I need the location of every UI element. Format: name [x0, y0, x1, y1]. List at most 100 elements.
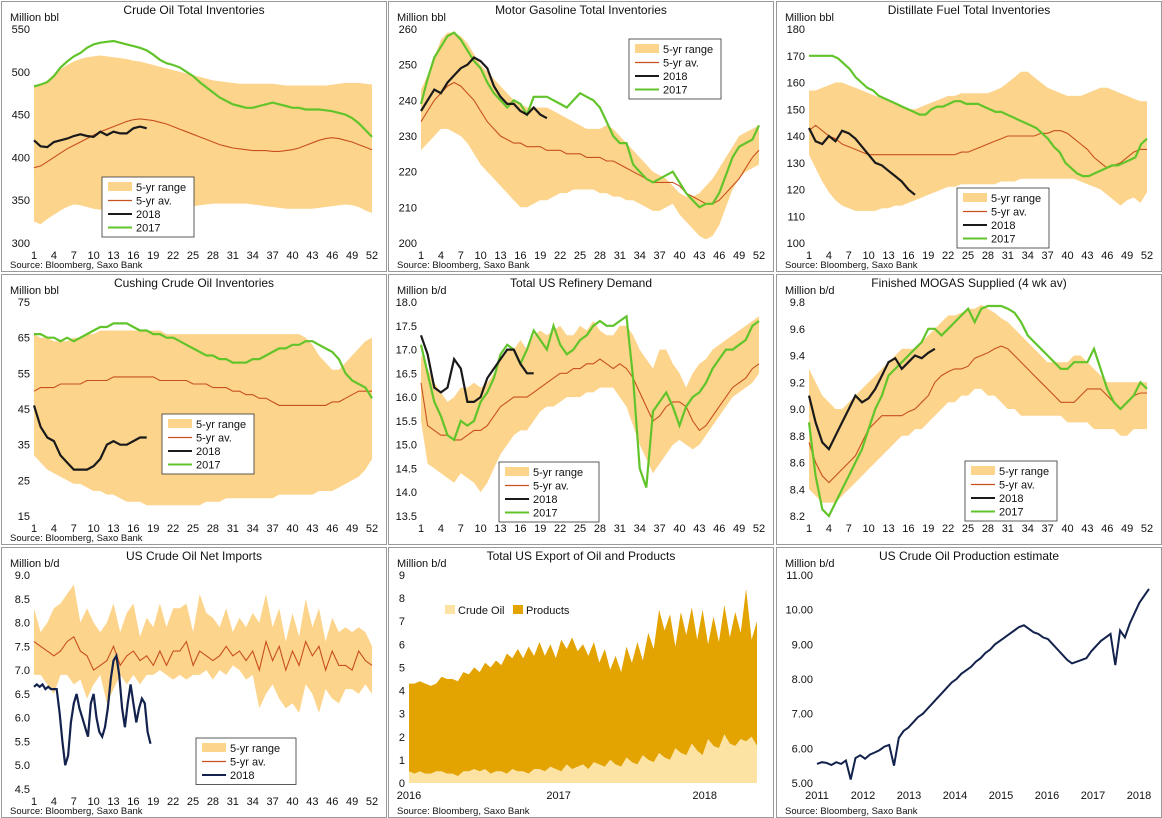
avg-line	[420, 358, 760, 441]
x-tick-label: 52	[753, 250, 765, 262]
source-note: Source: Bloomberg, Saxo Bank	[785, 260, 918, 271]
legend-swatch	[635, 44, 659, 53]
x-tick-label: 52	[1141, 523, 1153, 535]
chart-svg: 13.5 14.0 14.5 15.0 15.5 16.0 16.5 17.0 17.5 18.0…	[396, 297, 766, 535]
y-tick-label: 2	[399, 732, 405, 744]
source-note: Source: Bloomberg, Saxo Bank	[397, 260, 530, 271]
x-tick-label: 16	[127, 796, 139, 808]
x-tick-label: 25	[574, 250, 586, 262]
source-note: Source: Bloomberg, Saxo Bank	[10, 260, 143, 271]
y-unit-label: Million bbl	[10, 12, 59, 24]
production-line	[816, 588, 1150, 780]
x-tick-label: 2017	[1081, 790, 1105, 802]
y-tick-label: 150	[787, 104, 805, 116]
x-tick-label: 4	[438, 523, 444, 535]
series-2017-line	[809, 54, 1148, 178]
chart-panel: 13.5 14.0 14.5 15.0 15.5 16.0 16.5 17.0 17.5 18.0…	[388, 274, 774, 545]
chart-title: Total US Export of Oil and Products	[486, 549, 676, 563]
x-tick-label: 2018	[693, 790, 717, 802]
y-tick-label: 550	[12, 24, 30, 36]
y-tick-label: 9.4	[790, 351, 805, 363]
y-tick-label: 500	[12, 67, 30, 79]
y-tick-label: 180	[787, 24, 805, 36]
series-2018-line	[33, 125, 147, 149]
x-tick-label: 1	[31, 523, 37, 535]
y-tick-label: 45	[18, 404, 30, 416]
x-tick-label: 13	[494, 250, 506, 262]
legend-swatch	[445, 605, 455, 614]
legend-label: 5-yr range	[663, 44, 713, 56]
x-tick-label: 22	[167, 250, 179, 262]
x-tick-label: 25	[574, 523, 586, 535]
x-tick-label: 49	[1121, 523, 1133, 535]
x-tick-label: 1	[418, 523, 424, 535]
chart-svg: 15 25 35 45 55 65 75 1 4 7 10 13 16 19 22 25 28 31 34 37 40 4…	[18, 297, 378, 535]
x-tick-label: 40	[286, 250, 298, 262]
y-tick-label: 9.8	[790, 297, 805, 309]
y-tick-label: 10.00	[785, 605, 813, 617]
y-tick-label: 0	[399, 778, 405, 790]
legend-label: 5-yr av.	[999, 480, 1035, 492]
y-tick-label: 6.5	[15, 689, 30, 701]
legend-label: 5-yr av.	[991, 207, 1027, 219]
x-tick-label: 13	[882, 523, 894, 535]
y-tick-label: 200	[399, 238, 417, 250]
x-tick-label: 37	[1041, 250, 1053, 262]
chart-title: Finished MOGAS Supplied (4 wk av)	[871, 276, 1067, 290]
legend-label: 5-yr range	[533, 467, 583, 479]
legend-swatch	[971, 466, 995, 475]
chart-title: Total US Refinery Demand	[509, 276, 653, 290]
x-tick-label: 7	[458, 250, 464, 262]
x-tick-label: 13	[107, 523, 119, 535]
y-tick-label: 8.0	[15, 618, 30, 630]
x-tick-label: 13	[882, 250, 894, 262]
x-tick-label: 49	[1121, 250, 1133, 262]
chart-title: US Crude Oil Net Imports	[125, 549, 263, 563]
legend-label: 2018	[230, 770, 254, 782]
x-tick-label: 7	[458, 523, 464, 535]
x-tick-label: 10	[88, 250, 100, 262]
y-tick-label: 250	[399, 60, 417, 72]
y-unit-label: Million bbl	[397, 12, 446, 24]
x-tick-label: 28	[594, 523, 606, 535]
y-tick-label: 6	[399, 639, 405, 651]
y-tick-label: 8	[399, 593, 405, 605]
x-tick-label: 31	[1002, 523, 1014, 535]
chart-svg: 8.2 8.4 8.6 8.8 9.0 9.2 9.4 9.6 9.8 1 4 7 10 13 16 19 22…	[790, 297, 1153, 535]
x-tick-label: 25	[187, 523, 199, 535]
y-tick-label: 130	[787, 158, 805, 170]
x-tick-label: 37	[653, 523, 665, 535]
y-tick-label: 9.0	[790, 404, 805, 416]
chart-panel: 100 110 120 130 140 150 160 170 180 1 4 7 10 13 16 19 22…	[776, 1, 1162, 272]
y-tick-label: 25	[18, 475, 30, 487]
legend-swatch	[513, 605, 523, 614]
source-note: Source: Bloomberg, Saxo Bank	[10, 533, 143, 544]
y-tick-label: 9.00	[792, 639, 813, 651]
x-tick-label: 10	[88, 523, 100, 535]
x-tick-label: 31	[614, 523, 626, 535]
x-tick-label: 25	[187, 250, 199, 262]
y-tick-label: 8.2	[790, 511, 805, 523]
x-tick-label: 2016	[1035, 790, 1059, 802]
x-tick-label: 19	[922, 523, 934, 535]
x-tick-label: 43	[306, 796, 318, 808]
y-tick-label: 15	[18, 511, 30, 523]
x-tick-label: 28	[982, 250, 994, 262]
y-unit-label: Million b/d	[785, 285, 835, 297]
x-tick-label: 19	[147, 796, 159, 808]
y-tick-label: 14.0	[396, 487, 417, 499]
series-2018-line	[33, 652, 152, 766]
y-tick-label: 3	[399, 709, 405, 721]
y-tick-label: 15.0	[396, 440, 417, 452]
x-tick-label: 34	[634, 523, 646, 535]
y-tick-label: 13.5	[396, 511, 417, 523]
x-tick-label: 31	[227, 523, 239, 535]
x-tick-label: 31	[614, 250, 626, 262]
source-note: Source: Bloomberg, Saxo Bank	[397, 806, 530, 817]
x-tick-label: 52	[366, 250, 378, 262]
chart-panel: 300 350 400 450 500 550 1 4 7 10 13 16 19 22 25 28 31 34 3…	[1, 1, 387, 272]
legend-label: 5-yr range	[230, 743, 280, 755]
x-tick-label: 2015	[989, 790, 1013, 802]
y-tick-label: 300	[12, 238, 30, 250]
legend-label: 5-yr av.	[663, 58, 699, 70]
